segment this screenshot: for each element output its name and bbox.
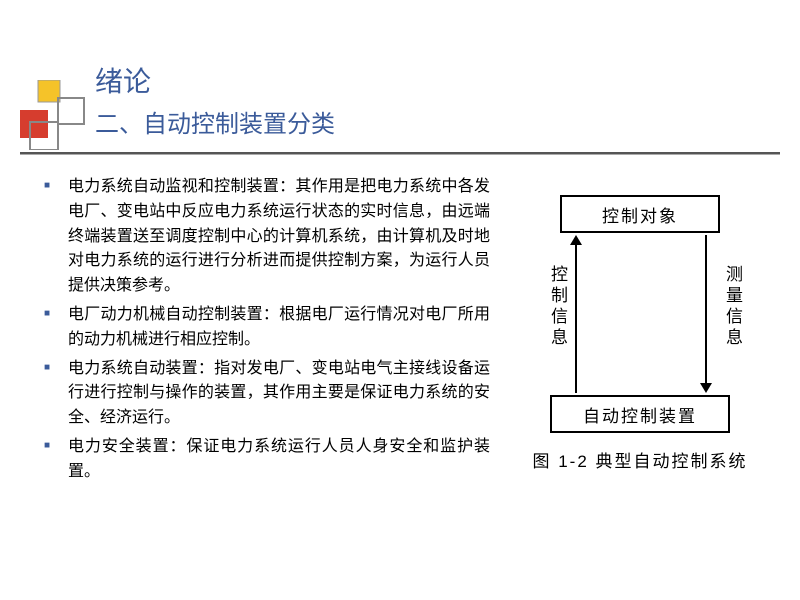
right-arrow-label: 测量信息 bbox=[720, 265, 745, 349]
title-main: 绪论 bbox=[95, 60, 335, 100]
bullet-item: 电力安全装置：保证电力系统运行人员人身安全和监护装置。 bbox=[40, 435, 490, 485]
diagram-top-box: 控制对象 bbox=[560, 195, 720, 233]
arrow-shaft bbox=[575, 245, 577, 393]
title-sub: 二、自动控制装置分类 bbox=[95, 104, 335, 139]
arrow-up bbox=[570, 235, 582, 393]
diagram: 控制对象 控制信息 测量信息 自动控制装置 图 1-2 典型自动控制系统 bbox=[510, 175, 770, 580]
diagram-caption: 图 1-2 典型自动控制系统 bbox=[532, 447, 747, 472]
slide: 绪论 二、自动控制装置分类 电力系统自动监视和控制装置：其作用是把电力系统中各发… bbox=[0, 0, 800, 600]
left-arrow-label: 控制信息 bbox=[545, 265, 570, 349]
diagram-box: 控制对象 控制信息 测量信息 自动控制装置 bbox=[525, 195, 755, 435]
bullet-item: 电力系统自动装置：指对发电厂、变电站电气主接线设备运行进行控制与操作的装置，其作… bbox=[40, 357, 490, 431]
arrow-down bbox=[700, 235, 712, 393]
arrow-head-down-icon bbox=[700, 383, 712, 393]
slide-decoration bbox=[20, 80, 90, 150]
content-area: 电力系统自动监视和控制装置：其作用是把电力系统中各发电厂、变电站中反应电力系统运… bbox=[40, 175, 770, 580]
bullet-item: 电力系统自动监视和控制装置：其作用是把电力系统中各发电厂、变电站中反应电力系统运… bbox=[40, 175, 490, 299]
title-block: 绪论 二、自动控制装置分类 bbox=[95, 60, 335, 139]
arrow-head-up-icon bbox=[570, 235, 582, 245]
bullet-item: 电厂动力机械自动控制装置：根据电厂运行情况对电厂所用的动力机械进行相应控制。 bbox=[40, 303, 490, 353]
arrow-shaft bbox=[705, 235, 707, 383]
bullet-list: 电力系统自动监视和控制装置：其作用是把电力系统中各发电厂、变电站中反应电力系统运… bbox=[40, 175, 490, 580]
divider bbox=[20, 152, 780, 155]
diagram-bottom-box: 自动控制装置 bbox=[550, 395, 730, 433]
